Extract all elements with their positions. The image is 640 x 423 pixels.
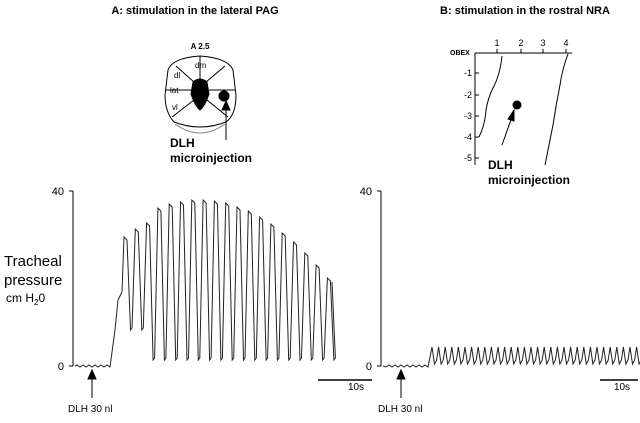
shape <box>396 368 406 380</box>
y-label: Tracheal <box>4 253 62 270</box>
region-label: vl <box>172 103 178 112</box>
scale-bar-label: 10s <box>348 382 364 393</box>
map-diagram <box>474 49 572 166</box>
shape <box>507 108 515 122</box>
panel-title: B: stimulation in the rostral NRA <box>440 5 610 17</box>
y-unit-part: cm H <box>6 291 34 305</box>
shape <box>218 90 230 102</box>
shape <box>478 55 503 138</box>
y-tick-label: -1 <box>464 68 472 78</box>
tick-label: 40 <box>360 186 372 198</box>
annotation: DLH <box>170 136 195 150</box>
shape <box>512 100 522 110</box>
axis <box>69 190 382 367</box>
y-unit-part: 2 <box>34 298 39 307</box>
y-tick-label: -3 <box>464 111 472 121</box>
shape <box>171 99 195 118</box>
y-tick-label: -2 <box>464 90 472 100</box>
scale-bar-label: 10s <box>614 382 630 393</box>
y-tick-label: -5 <box>464 153 472 163</box>
region-label: lat <box>170 86 179 95</box>
shape <box>190 78 210 111</box>
stimulus-label: DLH 30 nl <box>378 404 422 415</box>
region-label: dm <box>195 61 206 70</box>
tick-label: 0 <box>366 361 372 373</box>
shape <box>175 65 195 83</box>
tick-label: 40 <box>52 186 64 198</box>
y-tick-label: -4 <box>464 132 472 142</box>
stimulus-label: DLH 30 nl <box>68 404 112 415</box>
origin-label: OBEX <box>450 50 470 57</box>
region-label: dl <box>174 71 180 80</box>
pressure-trace <box>382 346 640 368</box>
shape <box>87 368 97 380</box>
shape <box>164 55 237 128</box>
level-label: A 2.5 <box>191 42 210 51</box>
shape <box>544 53 569 166</box>
y-unit-part: 0 <box>38 291 45 305</box>
pressure-trace <box>74 198 336 368</box>
annotation: microinjection <box>488 173 570 187</box>
panel-title: A: stimulation in the lateral PAG <box>111 5 278 17</box>
x-tick-label: 2 <box>518 38 523 48</box>
shape <box>205 65 226 83</box>
x-tick-label: 3 <box>540 38 545 48</box>
shape <box>221 99 231 111</box>
annotation: microinjection <box>170 151 252 165</box>
shape <box>174 123 226 134</box>
x-tick-label: 4 <box>563 38 568 48</box>
section-diagram <box>164 55 237 140</box>
y-unit: cm H20 <box>6 291 45 307</box>
y-label: pressure <box>4 272 62 289</box>
tick-label: 0 <box>58 361 64 373</box>
stimulus-arrow <box>87 368 406 398</box>
x-tick-label: 1 <box>494 38 499 48</box>
shape <box>206 99 229 118</box>
annotation: DLH <box>488 158 513 172</box>
